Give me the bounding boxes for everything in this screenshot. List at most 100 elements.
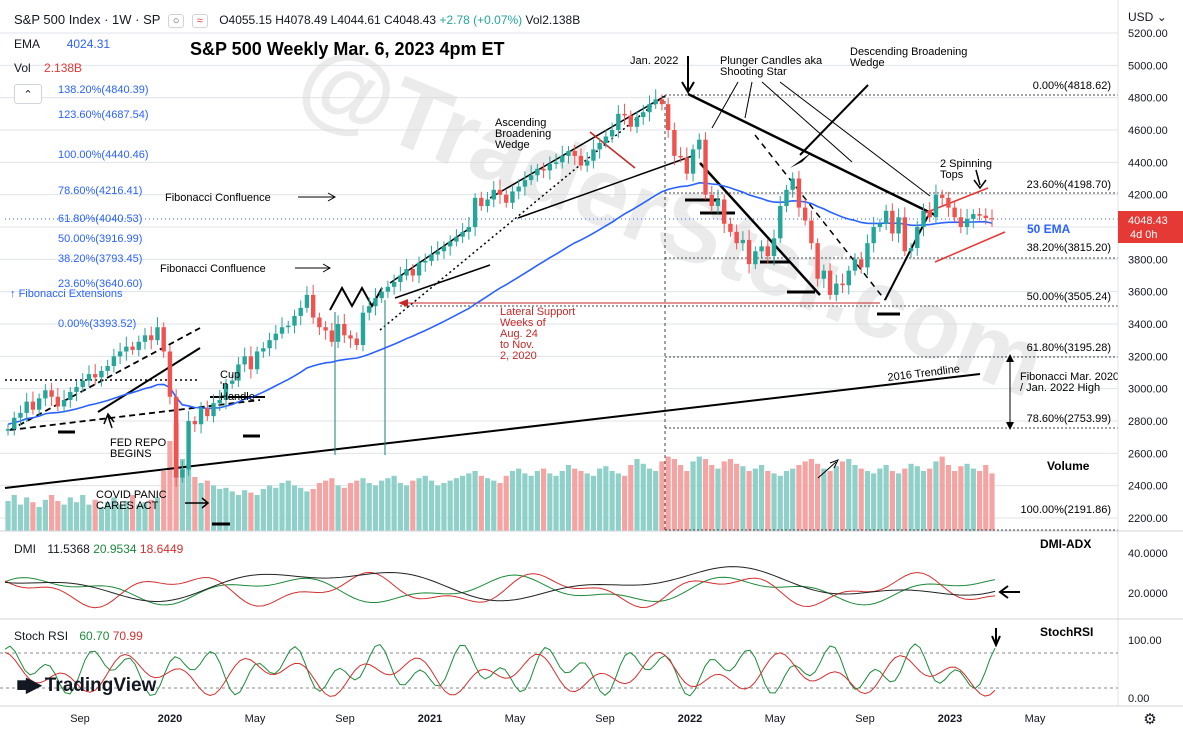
candle-body xyxy=(211,403,216,417)
candle-body xyxy=(560,155,565,163)
candle-body xyxy=(771,238,777,257)
candle-body xyxy=(441,246,447,252)
candle-body xyxy=(86,374,92,381)
candle-body xyxy=(572,151,577,156)
ema-legend[interactable]: EMA 4024.31 xyxy=(14,37,110,51)
price-badge xyxy=(1118,211,1183,243)
candle-body xyxy=(304,294,310,308)
candle-body xyxy=(665,104,671,130)
chart-title: S&P 500 Weekly Mar. 6, 2023 4pm ET xyxy=(190,39,505,59)
volume-bar xyxy=(266,485,273,531)
candle-body xyxy=(254,351,260,370)
volume-bar xyxy=(883,465,889,531)
candle-body xyxy=(871,227,876,244)
volume-bar xyxy=(578,471,584,531)
volume-bar xyxy=(422,475,428,531)
vol-legend-label: Vol xyxy=(14,61,31,75)
time-tick: May xyxy=(765,713,786,725)
volume-bar xyxy=(734,463,740,531)
volume-bar xyxy=(192,477,198,531)
candle-body xyxy=(429,254,434,261)
stoch-k-line xyxy=(4,643,996,697)
volume-bar xyxy=(522,473,528,531)
volume-bar xyxy=(821,468,827,531)
volume-bar xyxy=(497,483,503,531)
volume-bar xyxy=(833,466,839,531)
candle-body xyxy=(616,113,621,130)
price-tick: 3000.00 xyxy=(1128,384,1168,396)
candle-body xyxy=(279,327,285,334)
volume-bar xyxy=(148,499,154,531)
volume-bar xyxy=(621,475,628,531)
volume-bar xyxy=(559,471,565,531)
fib-extension-label: 23.60%(3640.60) xyxy=(58,278,143,291)
ohlc-volume: Vol2.138B xyxy=(525,13,581,27)
annotations: S&P 500 Weekly Mar. 6, 2023 4pm ET Jan. … xyxy=(96,39,1142,512)
vol-legend[interactable]: Vol 2.138B xyxy=(14,61,82,75)
fib-retracement-label: 23.60%(4198.70) xyxy=(1027,179,1111,191)
volume-bar xyxy=(105,502,111,531)
candle-body xyxy=(703,139,708,195)
candle-body xyxy=(597,142,602,150)
candle-body xyxy=(883,210,889,224)
volume-bar xyxy=(304,491,310,531)
dmi-minus-value: 18.6449 xyxy=(139,542,184,556)
volume-bar xyxy=(790,468,796,531)
volume-bar xyxy=(80,495,86,531)
price-badge-value: 4048.43 xyxy=(1128,215,1168,227)
volume-bar xyxy=(547,473,553,531)
stoch-legend[interactable]: Stoch RSI 60.70 70.99 xyxy=(14,629,143,643)
ann-jan2022: Jan. 2022 xyxy=(630,55,678,67)
candle-body xyxy=(292,315,297,326)
volume-bar xyxy=(55,501,61,531)
eye-icon[interactable]: ○ xyxy=(167,14,185,28)
volume-bar xyxy=(553,475,559,531)
volume-bar xyxy=(696,456,702,531)
volume-bar xyxy=(428,480,435,531)
chevron-up-icon[interactable]: ⌃ xyxy=(14,84,42,104)
volume-bar xyxy=(597,468,603,531)
candle-body xyxy=(778,205,783,239)
candle-body xyxy=(591,149,596,161)
volume-bar xyxy=(366,483,372,531)
candle-body xyxy=(12,417,17,430)
candle-body xyxy=(890,210,895,234)
symbol-header: S&P 500 Index · 1W · SP ○ ≈ O4055.15 H40… xyxy=(14,12,580,28)
volume-bar xyxy=(516,468,522,531)
volume-bar xyxy=(615,473,621,531)
volume-bar xyxy=(441,483,447,531)
volume-bar xyxy=(385,478,391,531)
currency-selector[interactable]: USD ⌄ xyxy=(1128,10,1167,24)
time-tick: Sep xyxy=(70,713,90,725)
volume-bar xyxy=(970,468,976,531)
candle-body xyxy=(68,391,73,400)
candle-body xyxy=(105,366,110,371)
gear-icon[interactable]: ⚙ xyxy=(1140,710,1160,728)
approx-icon[interactable]: ≈ xyxy=(191,14,208,28)
candle-body xyxy=(155,327,160,341)
time-tick: 2023 xyxy=(938,713,962,725)
volume-bar xyxy=(952,471,958,531)
dmi-legend[interactable]: DMI 11.5368 20.9534 18.6449 xyxy=(14,542,183,556)
volume-bar xyxy=(435,485,441,531)
volume-bar xyxy=(715,468,721,531)
volume-bar xyxy=(877,468,883,531)
candle-body xyxy=(404,269,409,276)
volume-bar xyxy=(354,480,360,531)
volume-bars xyxy=(5,423,995,531)
trendline-2016 xyxy=(4,373,981,489)
candle-body xyxy=(535,168,540,176)
fib-extension-label: 38.20%(3793.45) xyxy=(58,253,143,266)
ann-desc-wedge: Descending Broadening Wedge xyxy=(850,46,967,69)
candle-body xyxy=(983,215,988,219)
fib-retracement-label: 38.20%(3815.20) xyxy=(1027,242,1111,254)
ann-covid: COVID PANIC CARES ACT xyxy=(96,489,167,512)
ohlc-close: C4048.43 xyxy=(384,13,437,27)
candle-body xyxy=(933,194,939,218)
price-tick: 5000.00 xyxy=(1128,60,1168,72)
volume-bar xyxy=(98,507,105,531)
volume-bar xyxy=(447,480,453,531)
volume-bar xyxy=(889,471,895,531)
price-badge-countdown: 4d 0h xyxy=(1130,229,1158,241)
